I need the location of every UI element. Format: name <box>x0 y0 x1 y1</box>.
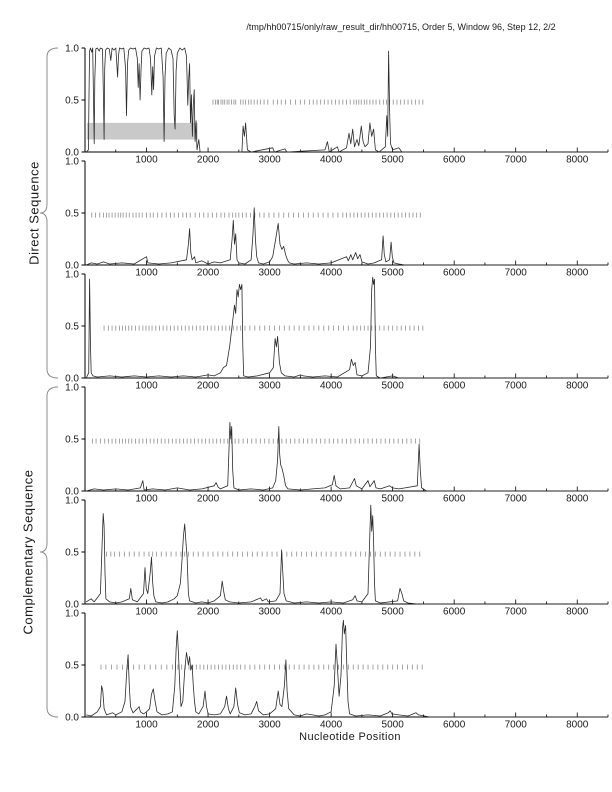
x-tick-label: 2000 <box>197 268 220 279</box>
x-tick-label: 3000 <box>258 268 281 279</box>
panel-5: 0.0 0.5 1.0 1000 2000 3000 4000 5000 6000 7000 800… <box>65 496 609 618</box>
x-tick-label: 4000 <box>320 381 343 392</box>
x-axis-label: Nucleotide Position <box>299 731 401 743</box>
x-tick-label: 6000 <box>443 720 466 731</box>
x-tick-label: 1000 <box>135 720 158 731</box>
x-tick-label: 3000 <box>258 607 281 618</box>
y-tick-label: 1.0 <box>65 44 79 55</box>
y-tick-label: 0.5 <box>65 661 79 672</box>
x-tick-label: 8000 <box>566 494 589 505</box>
x-tick-label: 5000 <box>382 381 405 392</box>
x-tick-label: 4000 <box>320 607 343 618</box>
x-tick-label: 3000 <box>258 494 281 505</box>
y-tick-label: 0.0 <box>65 713 79 724</box>
probability-curve <box>85 276 608 379</box>
y-tick-label: 1.0 <box>65 383 79 394</box>
y-tick-label: 1.0 <box>65 270 79 281</box>
y-tick-label: 0.0 <box>65 261 79 272</box>
probability-curve <box>85 47 608 153</box>
x-tick-label: 7000 <box>505 381 528 392</box>
group-brace <box>39 386 59 718</box>
x-tick-label: 8000 <box>566 268 589 279</box>
panel-3: 0.0 0.5 1.0 1000 2000 3000 4000 5000 6000 7000 800… <box>65 270 609 392</box>
panel-1: 0.0 0.5 1.0 1000 2000 3000 4000 5000 6000 7000 800… <box>65 44 609 166</box>
x-tick-label: 2000 <box>197 494 220 505</box>
x-tick-label: 5000 <box>382 155 405 166</box>
probability-curve <box>86 207 608 266</box>
direct-sequence-label: Direct Sequence <box>26 161 42 265</box>
y-tick-label: 0.5 <box>65 435 79 446</box>
panel-6: 0.0 0.5 1.0 1000 2000 3000 4000 5000 6000 7000 800… <box>65 609 609 731</box>
x-tick-label: 1000 <box>135 155 158 166</box>
x-tick-label: 4000 <box>320 155 343 166</box>
x-tick-label: 1000 <box>135 268 158 279</box>
x-tick-label: 2000 <box>197 155 220 166</box>
figure-title: /tmp/hh00715/only/raw_result_dir/hh00715… <box>246 22 556 32</box>
x-tick-label: 5000 <box>382 720 405 731</box>
y-tick-label: 0.5 <box>65 209 79 220</box>
group-brace <box>39 47 59 379</box>
y-tick-label: 1.0 <box>65 609 79 620</box>
y-tick-label: 0.0 <box>65 148 79 159</box>
x-tick-label: 5000 <box>382 494 405 505</box>
x-tick-label: 8000 <box>566 381 589 392</box>
x-tick-label: 2000 <box>197 607 220 618</box>
x-tick-label: 6000 <box>443 381 466 392</box>
x-tick-label: 5000 <box>382 607 405 618</box>
y-tick-label: 0.0 <box>65 374 79 385</box>
x-tick-label: 8000 <box>566 607 589 618</box>
x-tick-label: 4000 <box>320 720 343 731</box>
panel-4: 0.0 0.5 1.0 1000 2000 3000 4000 5000 6000 7000 800… <box>65 383 609 505</box>
y-tick-label: 0.5 <box>65 96 79 107</box>
x-tick-label: 1000 <box>135 494 158 505</box>
x-tick-label: 6000 <box>443 155 466 166</box>
y-tick-label: 0.5 <box>65 322 79 333</box>
x-tick-label: 6000 <box>443 494 466 505</box>
probability-curve <box>85 504 608 605</box>
x-tick-label: 7000 <box>505 494 528 505</box>
x-tick-label: 7000 <box>505 155 528 166</box>
y-tick-label: 0.5 <box>65 548 79 559</box>
x-tick-label: 1000 <box>135 607 158 618</box>
x-tick-label: 3000 <box>258 720 281 731</box>
x-tick-label: 7000 <box>505 607 528 618</box>
y-tick-label: 1.0 <box>65 157 79 168</box>
x-tick-label: 3000 <box>258 155 281 166</box>
probability-curve <box>86 619 608 718</box>
x-tick-label: 6000 <box>443 268 466 279</box>
complementary-sequence-label: Complementary Sequence <box>20 469 36 635</box>
x-tick-label: 2000 <box>197 381 220 392</box>
x-tick-label: 6000 <box>443 607 466 618</box>
x-tick-label: 7000 <box>505 720 528 731</box>
x-tick-label: 8000 <box>566 720 589 731</box>
x-tick-label: 4000 <box>320 268 343 279</box>
x-tick-label: 1000 <box>135 381 158 392</box>
x-tick-label: 3000 <box>258 381 281 392</box>
y-tick-label: 1.0 <box>65 496 79 507</box>
y-tick-label: 0.0 <box>65 487 79 498</box>
x-tick-label: 5000 <box>382 268 405 279</box>
x-tick-label: 2000 <box>197 720 220 731</box>
x-tick-label: 8000 <box>566 155 589 166</box>
x-tick-label: 4000 <box>320 494 343 505</box>
x-tick-label: 7000 <box>505 268 528 279</box>
y-tick-label: 0.0 <box>65 600 79 611</box>
probability-curve <box>86 422 608 492</box>
gene-highlight-box <box>86 122 198 140</box>
panel-2: 0.0 0.5 1.0 1000 2000 3000 4000 5000 6000 7000 800… <box>65 157 609 279</box>
